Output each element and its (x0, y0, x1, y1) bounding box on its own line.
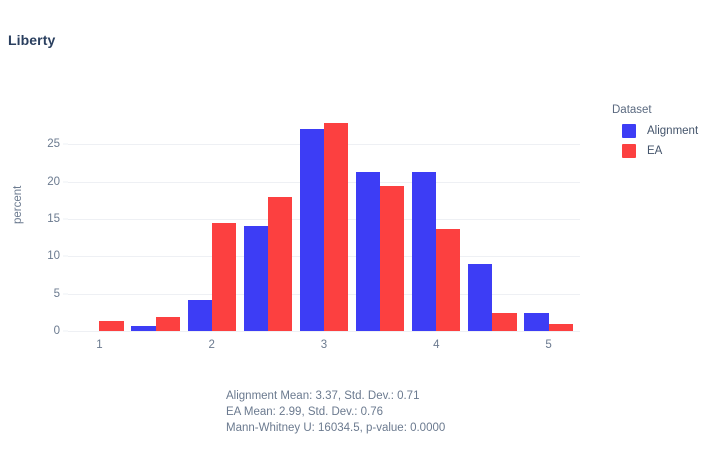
y-gridline (68, 331, 580, 332)
bar-alignment-5[interactable] (524, 313, 549, 331)
chart-title: Liberty (8, 32, 56, 48)
bar-ea-1[interactable] (99, 320, 124, 331)
bar-alignment-4[interactable] (412, 171, 437, 331)
x-tick-label: 5 (545, 339, 552, 351)
legend-item-ea[interactable]: EA (612, 144, 702, 158)
bar-ea-2.5[interactable] (267, 197, 292, 331)
legend: Dataset Alignment EA (612, 104, 702, 164)
x-tick-label: 3 (320, 339, 328, 351)
bar-ea-4.5[interactable] (492, 313, 517, 331)
legend-label-ea: EA (647, 145, 663, 157)
bar-ea-2[interactable] (211, 222, 236, 331)
x-tick-label: 1 (96, 339, 103, 351)
y-tick-mark (63, 293, 68, 295)
x-tick-label: 4 (433, 339, 440, 351)
bar-ea-3[interactable] (324, 123, 349, 331)
bar-ea-3.5[interactable] (380, 186, 405, 331)
footnote-line-mannwhitney: Mann-Whitney U: 16034.5, p-value: 0.0000 (226, 422, 446, 434)
legend-title: Dataset (612, 104, 652, 116)
bar-ea-5[interactable] (548, 324, 573, 331)
y-tick-label: 15 (47, 212, 60, 225)
footnote-line-alignment: Alignment Mean: 3.37, Std. Dev.: 0.71 (226, 390, 420, 402)
bar-alignment-3[interactable] (299, 129, 324, 331)
y-tick-mark (63, 218, 68, 220)
y-tick-label: 10 (47, 250, 60, 263)
y-tick-label: 20 (47, 175, 60, 188)
legend-swatch-ea-icon (622, 144, 636, 158)
y-tick-label: 5 (53, 287, 60, 300)
x-tick-label: 2 (208, 339, 215, 351)
y-axis-label: percent (12, 185, 24, 224)
bar-alignment-2[interactable] (187, 300, 212, 331)
legend-label-alignment: Alignment (647, 125, 699, 137)
y-tick-label: 25 (47, 138, 60, 151)
y-tick-mark (63, 255, 68, 257)
bar-ea-1.5[interactable] (155, 316, 180, 331)
bar-alignment-4.5[interactable] (468, 263, 493, 331)
legend-swatch-alignment-icon (622, 124, 636, 138)
y-tick-label: 0 (53, 325, 60, 337)
legend-item-alignment[interactable]: Alignment (612, 124, 702, 138)
bar-alignment-1.5[interactable] (131, 325, 156, 331)
y-tick-mark (63, 330, 68, 332)
bar-ea-4[interactable] (436, 229, 461, 331)
y-tick-mark (63, 181, 68, 183)
plot-area: 0 5 10 15 20 25 1 2 3 4 5 (47, 118, 580, 351)
statistics-footnote: Alignment Mean: 3.37, Std. Dev.: 0.71 EA… (226, 388, 445, 436)
bar-alignment-3.5[interactable] (356, 171, 381, 331)
y-tick-mark (63, 143, 68, 145)
bar-alignment-2.5[interactable] (243, 226, 268, 331)
footnote-line-ea: EA Mean: 2.99, Std. Dev.: 0.76 (226, 406, 384, 418)
